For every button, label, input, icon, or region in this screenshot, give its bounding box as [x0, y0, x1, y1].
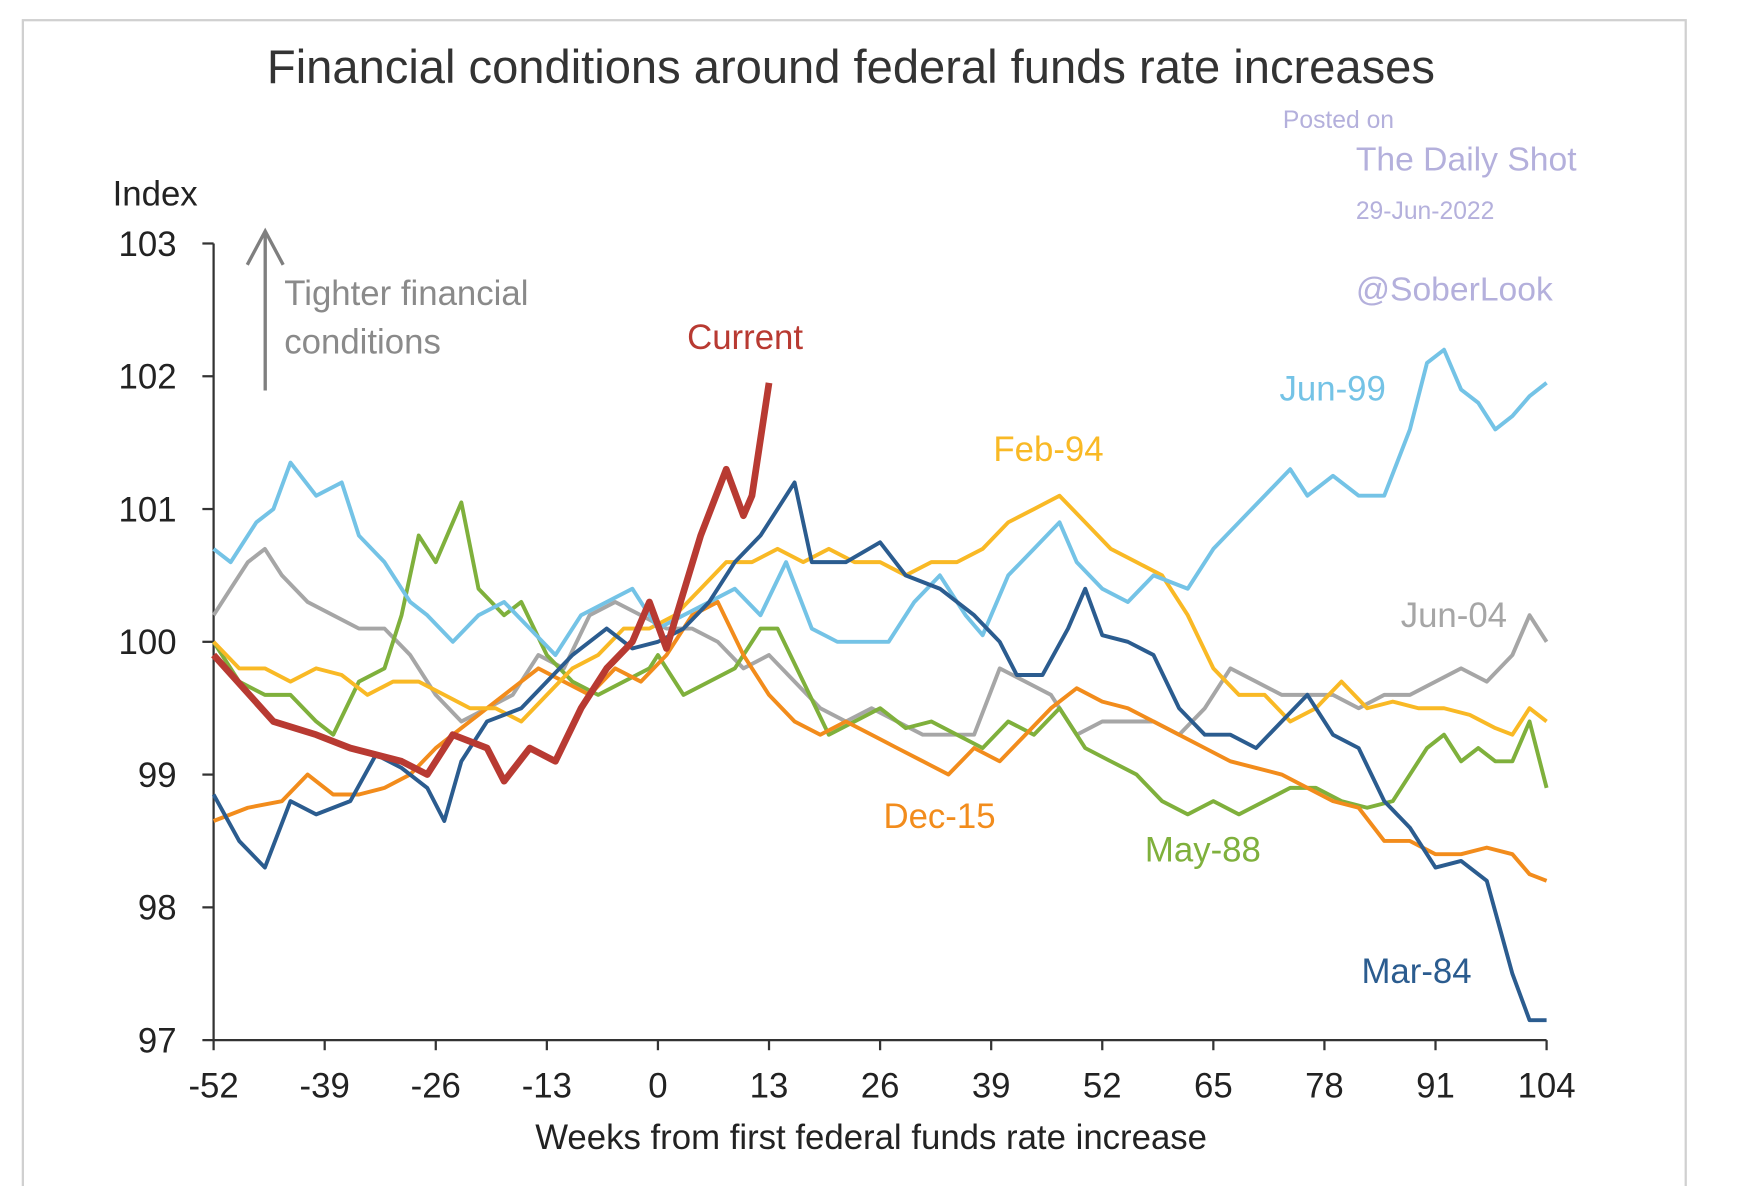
y-tick-label: 98 [138, 890, 177, 928]
x-axis-label: Weeks from first federal funds rate incr… [535, 1119, 1207, 1157]
y-tick-label: 102 [119, 359, 177, 397]
y-tick-label: 97 [138, 1022, 177, 1060]
series-line-may-88 [211, 500, 1549, 817]
series-labels: Jun-04 May-88 Dec-15 Feb-94 Jun-99 Mar-84 Curr… [687, 319, 1507, 991]
annotation: Tighter financial conditions [245, 227, 528, 391]
x-tick-label: 26 [861, 1067, 900, 1105]
x-tick-label: 65 [1194, 1067, 1233, 1105]
x-tick-label: 52 [1083, 1067, 1122, 1105]
x-tick-label: -26 [411, 1067, 461, 1105]
series-line-current [211, 382, 773, 785]
y-tick-label: 100 [119, 624, 177, 662]
watermark-date: 29-Jun-2022 [1356, 198, 1495, 225]
annotation-line2: conditions [284, 323, 441, 361]
series-label-mar-84: Mar-84 [1361, 953, 1471, 991]
y-tick-label: 101 [119, 491, 177, 529]
y-tick-label: 103 [119, 226, 177, 264]
watermark-posted: Posted on [1283, 107, 1394, 134]
series-label-jun-04: Jun-04 [1401, 597, 1507, 635]
arrow-head [245, 227, 285, 266]
series-lines [211, 347, 1549, 1023]
x-tick-label: -39 [300, 1067, 350, 1105]
chart-frame [21, 19, 1687, 1186]
annotation-line1: Tighter financial [284, 275, 528, 313]
y-tick-label: 99 [138, 757, 177, 795]
watermark-handle: @SoberLook [1356, 272, 1553, 309]
series-label-current: Current [687, 319, 803, 357]
series-line-feb-94 [212, 493, 1548, 737]
series-label-dec-15: Dec-15 [883, 798, 995, 836]
chart-title: Financial conditions around federal fund… [267, 40, 1435, 93]
series-line-jun-99 [212, 347, 1548, 658]
x-tick-label: 91 [1416, 1067, 1455, 1105]
watermark-source: The Daily Shot [1356, 142, 1577, 179]
series-label-may-88: May-88 [1145, 832, 1261, 870]
x-tick-label: 0 [648, 1067, 667, 1105]
series-label-jun-99: Jun-99 [1280, 371, 1386, 409]
series-line-mar-84 [211, 480, 1547, 1023]
x-tick-label: 78 [1305, 1067, 1344, 1105]
series-line-jun-04 [211, 546, 1549, 737]
x-tick-label: 13 [750, 1067, 789, 1105]
x-tick-label: -52 [188, 1067, 238, 1105]
x-tick-label: 39 [972, 1067, 1011, 1105]
x-tick-label: 104 [1518, 1067, 1576, 1105]
y-axis-label: Index [113, 175, 199, 213]
x-tick-label: -13 [522, 1067, 572, 1105]
series-label-feb-94: Feb-94 [993, 431, 1103, 469]
